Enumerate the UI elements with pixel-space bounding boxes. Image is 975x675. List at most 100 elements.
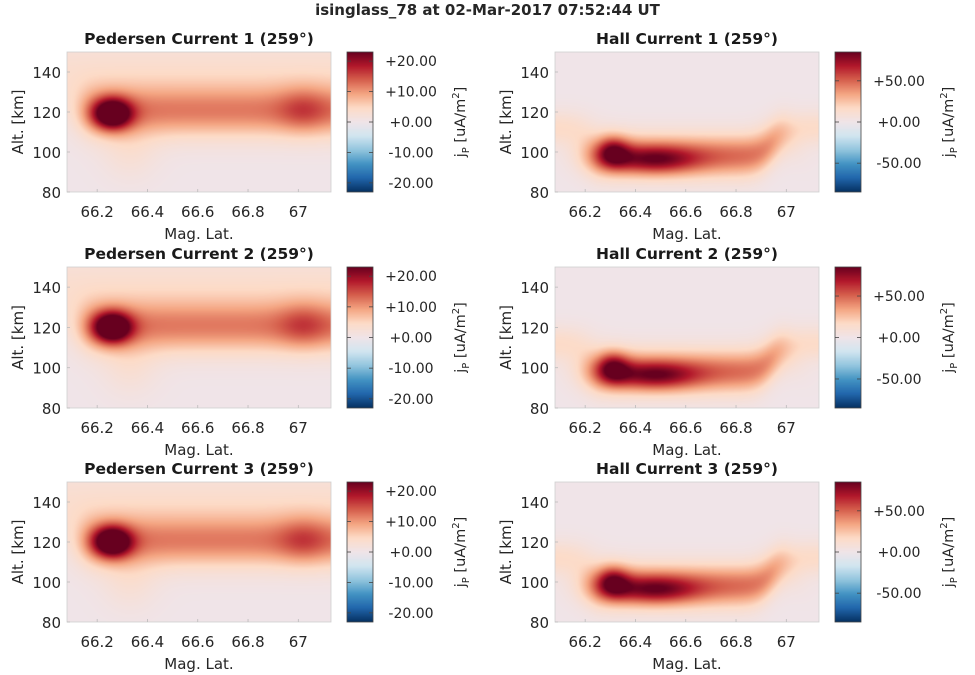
x-tick-label: 66.8 [719, 419, 752, 437]
x-tick-label: 67 [777, 633, 796, 651]
colorbar-tick-label: +50.00 [873, 504, 925, 520]
y-axis-label: Alt. [km] [497, 90, 515, 155]
x-tick-label: 66.2 [80, 419, 113, 437]
colorbar-gradient [835, 52, 861, 192]
chart-panel-hall-3: Hall Current 3 (259°) 66.2 66.4 66.6 66.8 67 M… [497, 460, 960, 673]
y-tick-label: 100 [32, 574, 61, 592]
x-tick-label: 66.6 [181, 633, 214, 651]
x-tick-label: 66.6 [181, 419, 214, 437]
x-tick-label: 66.4 [619, 203, 652, 221]
x-tick-label: 66.4 [619, 419, 652, 437]
x-axis-label: Mag. Lat. [164, 441, 233, 459]
colorbar-tick-label: +20.00 [385, 54, 437, 70]
y-tick-label: 140 [520, 494, 549, 512]
axes-frame [554, 51, 820, 193]
x-tick-label: 66.8 [231, 419, 264, 437]
colorbar-tick-label: +0.00 [390, 545, 433, 561]
heatmap-image [555, 267, 819, 408]
x-tick-label: 66.8 [231, 203, 264, 221]
axes-frame [554, 266, 820, 409]
x-axis-label: Mag. Lat. [652, 225, 721, 243]
chart-panel-pedersen-1: Pedersen Current 1 (259°) 66.2 66.4 66.6 66.… [9, 30, 472, 243]
y-tick-label: 140 [520, 279, 549, 297]
x-tick-label: 66.8 [719, 203, 752, 221]
chart-panel-pedersen-3: Pedersen Current 3 (259°) 66.2 66.4 66.6 66.… [9, 460, 472, 673]
x-tick-label: 66.2 [568, 203, 601, 221]
x-tick-label: 66.2 [80, 633, 113, 651]
panel-title: Hall Current 3 (259°) [596, 460, 778, 478]
colorbar-tick-label: +0.00 [878, 331, 921, 347]
colorbar-tick-label: +20.00 [385, 269, 437, 285]
x-tick-label: 66.4 [619, 633, 652, 651]
colorbar-label: jP [uA/m2] [451, 302, 472, 374]
figure-title: isinglass_78 at 02-Mar-2017 07:52:44 UT [315, 1, 660, 19]
colorbar-tick-label: +0.00 [390, 115, 433, 131]
y-tick-label: 140 [32, 494, 61, 512]
colorbar-tick-label: -20.00 [388, 176, 433, 192]
y-tick-label: 120 [32, 534, 61, 552]
x-axis-label: Mag. Lat. [164, 655, 233, 673]
panel-title: Pedersen Current 3 (259°) [84, 460, 314, 478]
heatmap-image [67, 52, 331, 192]
y-tick-label: 80 [530, 184, 549, 202]
x-tick-label: 66.2 [568, 633, 601, 651]
colorbar-tick-label: +10.00 [385, 300, 437, 316]
axes-frame [66, 266, 332, 409]
y-tick-label: 80 [42, 614, 61, 632]
y-axis-label: Alt. [km] [497, 305, 515, 370]
heatmap-image [67, 482, 331, 622]
x-tick-label: 66.8 [719, 633, 752, 651]
x-tick-label: 66.6 [669, 419, 702, 437]
colorbar-gradient [835, 267, 861, 408]
colorbar-gradient [347, 52, 373, 192]
colorbar-tick-label: -20.00 [388, 606, 433, 622]
x-tick-label: 66.6 [669, 203, 702, 221]
y-tick-label: 80 [42, 400, 61, 418]
y-tick-label: 120 [520, 534, 549, 552]
heatmap-image [67, 267, 331, 408]
panel-title: Pedersen Current 2 (259°) [84, 245, 314, 263]
colorbar-gradient [347, 482, 373, 622]
y-tick-label: 120 [32, 319, 61, 337]
colorbar-tick-label: +0.00 [878, 115, 921, 131]
x-tick-label: 66.4 [131, 203, 164, 221]
axes-frame [66, 51, 332, 193]
x-tick-label: 66.2 [568, 419, 601, 437]
chart-panel-hall-2: Hall Current 2 (259°) 66.2 66.4 66.6 66.8 67 M… [497, 245, 960, 459]
colorbar-label: jP [uA/m2] [451, 517, 472, 589]
panel-title: Pedersen Current 1 (259°) [84, 30, 314, 48]
chart-panel-pedersen-2: Pedersen Current 2 (259°) 66.2 66.4 66.6 66.… [9, 245, 472, 459]
chart-panel-hall-1: Hall Current 1 (259°) 66.2 66.4 66.6 66.8 67 M… [497, 30, 960, 243]
colorbar-tick-label: -20.00 [388, 392, 433, 408]
x-tick-label: 67 [289, 419, 308, 437]
x-tick-label: 66.8 [231, 633, 264, 651]
colorbar-tick-label: -10.00 [388, 575, 433, 591]
colorbar-gradient [347, 267, 373, 408]
x-axis-label: Mag. Lat. [652, 441, 721, 459]
colorbar-label: jP [uA/m2] [939, 517, 960, 589]
colorbar-tick-label: +50.00 [873, 74, 925, 90]
y-tick-label: 100 [520, 574, 549, 592]
colorbar-label: jP [uA/m2] [451, 87, 472, 159]
colorbar-tick-label: +20.00 [385, 484, 437, 500]
colorbar-tick-label: -50.00 [876, 586, 921, 602]
colorbar-tick-label: +0.00 [878, 545, 921, 561]
heatmap-image [555, 482, 819, 622]
y-tick-label: 120 [520, 104, 549, 122]
x-tick-label: 66.4 [131, 633, 164, 651]
x-tick-label: 66.6 [181, 203, 214, 221]
y-tick-label: 80 [530, 400, 549, 418]
y-tick-label: 120 [520, 319, 549, 337]
x-tick-label: 66.6 [669, 633, 702, 651]
axes-frame [554, 481, 820, 623]
y-tick-label: 140 [520, 64, 549, 82]
axes-frame [66, 481, 332, 623]
y-tick-label: 120 [32, 104, 61, 122]
colorbar-label: jP [uA/m2] [939, 87, 960, 159]
colorbar-tick-label: -10.00 [388, 361, 433, 377]
colorbar-tick-label: +0.00 [390, 331, 433, 347]
y-tick-label: 140 [32, 279, 61, 297]
x-tick-label: 67 [289, 633, 308, 651]
y-axis-label: Alt. [km] [497, 520, 515, 585]
